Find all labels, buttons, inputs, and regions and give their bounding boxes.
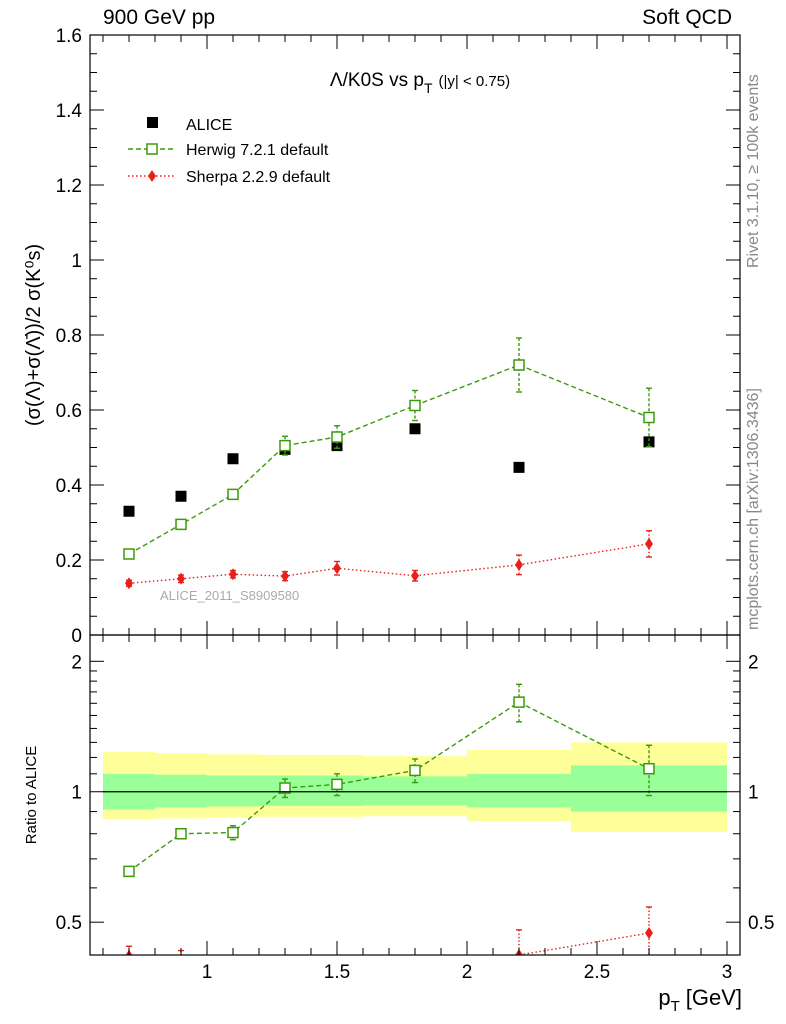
main-point-sherpa <box>229 568 237 581</box>
main-y-tick-label: 0.8 <box>56 326 82 347</box>
uncertainty-bands <box>103 742 727 832</box>
main-point-herwig <box>331 431 343 443</box>
main-point-sherpa <box>281 570 289 583</box>
main-line-herwig <box>128 364 650 555</box>
main-y-tick-label: 0.6 <box>56 401 82 422</box>
ratio-point-herwig <box>227 826 239 839</box>
legend-label-herwig: Herwig 7.2.1 default <box>186 142 329 159</box>
ratio-ticks: 0.5 0.5 1 1 2 2 1 1.5 2 2.5 3 <box>56 635 774 983</box>
main-y-ticks: 0 0.2 0.4 0.6 0.8 1 1.2 1.4 1.6 <box>56 26 740 647</box>
ratio-y-tick-label: 2 <box>71 652 82 673</box>
main-panel: 0 0.2 0.4 0.6 0.8 1 1.2 1.4 1.6 ALICE_2011_S8909… <box>23 26 741 647</box>
main-point-alice <box>513 461 525 473</box>
ratio-y-tick-label-right: 2 <box>748 652 759 673</box>
legend-marker-alice <box>147 117 158 128</box>
x-tick-label: 2 <box>462 962 473 983</box>
ratio-y-tick-label: 1 <box>71 783 82 804</box>
main-point-herwig <box>123 548 135 560</box>
ratio-point-herwig <box>123 865 135 878</box>
main-point-sherpa <box>333 562 341 575</box>
legend-label-alice: ALICE <box>186 117 232 134</box>
legend: ALICE Herwig 7.2.1 default Sherpa 2.2.9 … <box>128 117 331 186</box>
plot-title-main: Λ/K0S vs p <box>330 70 424 91</box>
main-point-herwig <box>227 488 239 501</box>
main-y-tick-label: 1 <box>71 251 82 272</box>
ratio-panel: 0.5 0.5 1 1 2 2 1 1.5 2 2.5 3 Ratio to ALICE pT [Ge… <box>23 634 774 1024</box>
ratio-point-sherpa <box>281 1001 289 1013</box>
main-series <box>123 337 655 590</box>
x-tick-label: 1 <box>202 962 213 983</box>
main-point-herwig <box>643 411 655 424</box>
ratio-y-tick-label-right: 1 <box>748 783 759 804</box>
main-point-herwig <box>279 439 291 452</box>
main-point-sherpa <box>515 558 523 571</box>
ratio-point-sherpa <box>333 982 341 994</box>
main-point-sherpa <box>645 537 653 550</box>
ratio-point-sherpa <box>645 927 653 940</box>
band-green <box>467 773 571 808</box>
watermark: ALICE_2011_S8909580 <box>160 588 299 603</box>
x-tick-label: 3 <box>722 962 733 983</box>
main-point-alice <box>331 440 343 452</box>
main-point-herwig <box>175 518 187 531</box>
main-y-tick-label: 0.4 <box>56 476 83 497</box>
ratio-frame <box>89 634 741 956</box>
x-tick-label: 2.5 <box>584 962 610 983</box>
main-point-herwig <box>409 399 421 412</box>
band-green <box>207 775 259 807</box>
ratio-point-herwig <box>175 827 187 840</box>
ratio-point-sherpa <box>411 1021 419 1024</box>
ratio-point-sherpa <box>177 956 185 968</box>
ratio-point-sherpa <box>229 986 237 998</box>
main-line-sherpa <box>128 543 650 584</box>
main-y-tick-label: 1.2 <box>56 176 82 197</box>
main-point-sherpa <box>411 569 419 582</box>
main-point-herwig <box>513 359 525 371</box>
band-green <box>155 774 207 808</box>
main-point-alice <box>409 423 421 435</box>
ratio-point-herwig <box>643 762 655 775</box>
main-point-alice <box>227 453 239 465</box>
ratio-point-herwig <box>513 696 525 708</box>
main-point-sherpa <box>177 572 185 585</box>
legend-marker-herwig <box>146 143 158 155</box>
ratio-point-herwig <box>331 778 343 791</box>
plot-title: Λ/K0S vs pT (|y| < 0.75) <box>330 70 510 96</box>
main-y-label: (σ(Λ)+σ(Λ̄))/2 σ(K⁰s) <box>23 244 45 426</box>
ratio-y-tick-label: 0.5 <box>56 913 82 934</box>
legend-label-sherpa: Sherpa 2.2.9 default <box>186 169 331 186</box>
main-y-tick-label: 1.6 <box>56 26 82 47</box>
main-point-sherpa <box>125 577 133 590</box>
x-axis-label-sub: T <box>671 998 680 1015</box>
ratio-line-herwig <box>128 701 650 872</box>
x-tick-label: 1.5 <box>324 962 350 983</box>
main-point-alice <box>123 505 135 517</box>
legend-marker-sherpa <box>148 170 156 182</box>
main-y-tick-label: 0 <box>71 626 82 647</box>
main-y-tick-label: 0.2 <box>56 551 82 572</box>
ratio-point-herwig <box>279 782 291 794</box>
ratio-y-label: Ratio to ALICE <box>23 746 40 844</box>
x-axis-label-unit: [GeV] <box>686 985 742 1010</box>
header-right: Soft QCD <box>642 6 732 29</box>
main-point-alice <box>643 436 655 448</box>
main-y-tick-label: 1.4 <box>56 101 83 122</box>
x-axis-label: pT [GeV] <box>658 985 742 1015</box>
main-point-alice <box>175 490 187 502</box>
x-axis-label-main: p <box>658 985 670 1010</box>
ratio-point-herwig <box>409 764 421 777</box>
ratio-y-tick-label-right: 0.5 <box>748 913 774 934</box>
plot-title-suffix: (|y| < 0.75) <box>439 73 511 90</box>
header-left: 900 GeV pp <box>103 6 216 29</box>
plot-title-sub: T <box>424 80 433 96</box>
